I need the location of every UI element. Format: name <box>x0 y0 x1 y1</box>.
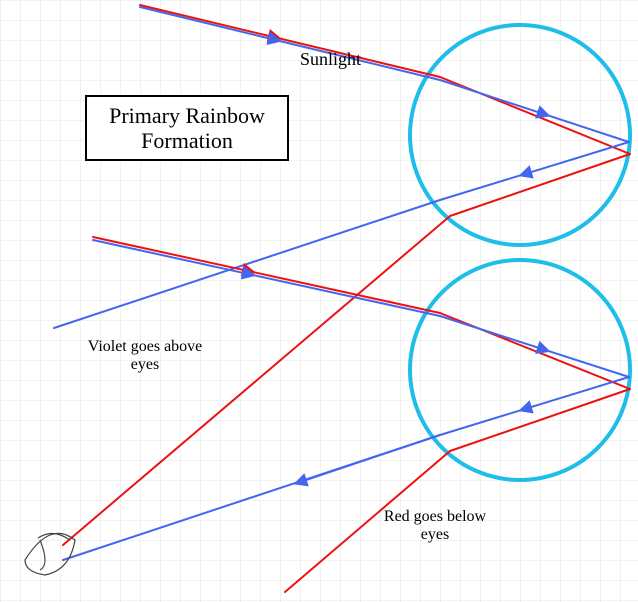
lower-internal-blue <box>525 377 629 409</box>
label-sunlight: Sunlight <box>300 28 361 70</box>
sunlight-in-upper-red <box>140 5 275 37</box>
label-red: Red goes below eyes <box>345 490 525 544</box>
label-sunlight-text: Sunlight <box>300 49 361 69</box>
upper-refract-in-blue <box>440 80 544 114</box>
diagram-svg <box>0 0 638 602</box>
sunlight-in-lower-blue-b <box>249 274 440 316</box>
title-text: Primary Rainbow Formation <box>109 103 265 154</box>
upper-internal-blue-b <box>440 174 525 200</box>
label-red-text: Red goes below eyes <box>384 508 486 543</box>
lower-internal-blue-b <box>440 409 525 435</box>
diagram-canvas: Primary Rainbow Formation Sunlight Viole… <box>0 0 638 602</box>
title-box: Primary Rainbow Formation <box>85 95 289 161</box>
label-violet-text: Violet goes above eyes <box>88 338 203 373</box>
upper-internal-blue <box>525 142 629 174</box>
upper-refract-in-blue-b <box>544 114 629 142</box>
label-violet: Violet goes above eyes <box>55 320 235 374</box>
lower-refract-in-blue-b <box>544 350 629 377</box>
sunlight-in-lower-red <box>93 237 249 271</box>
sunlight-in-upper-blue <box>140 7 275 40</box>
lower-drop <box>410 260 630 480</box>
sunlight-in-lower-blue <box>93 240 249 274</box>
upper-out-blue-away <box>54 200 440 328</box>
lower-out-blue-arrowseg <box>300 435 440 482</box>
lower-refract-in-blue <box>440 316 544 350</box>
observer-eye-icon <box>25 533 75 575</box>
upper-drop <box>410 25 630 245</box>
